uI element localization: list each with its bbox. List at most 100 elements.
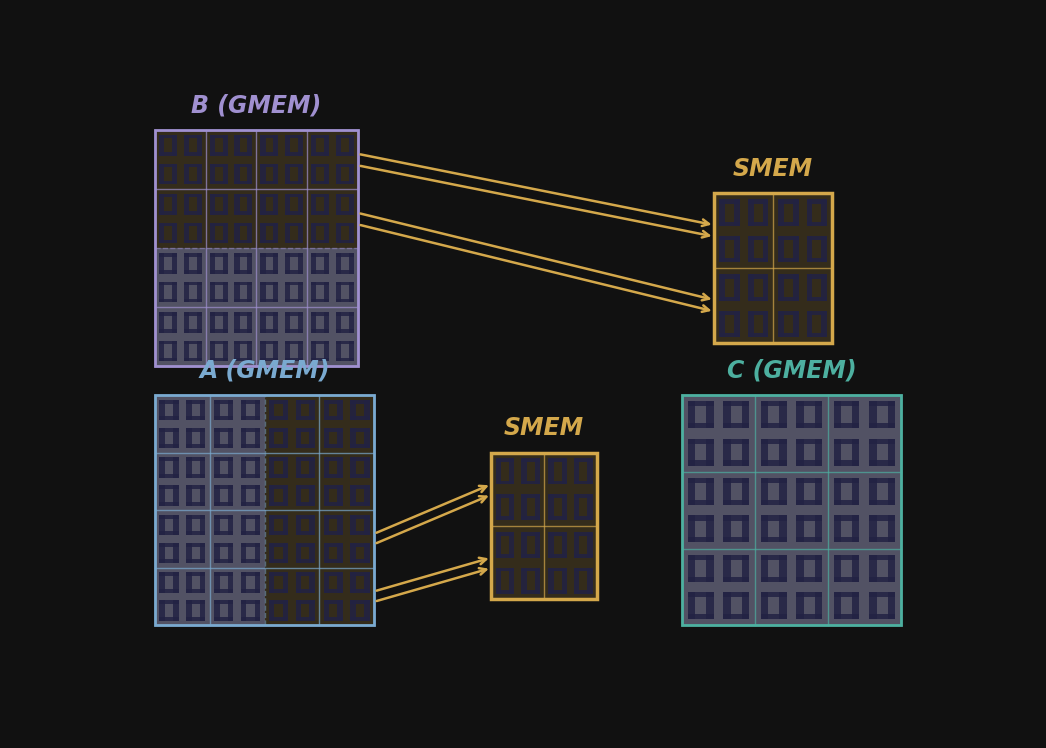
Bar xyxy=(350,473,369,477)
Bar xyxy=(254,399,260,420)
Bar xyxy=(574,459,593,462)
Bar xyxy=(174,543,179,563)
Bar xyxy=(214,485,220,506)
Bar xyxy=(159,543,165,563)
Bar xyxy=(159,428,179,432)
Bar xyxy=(806,200,827,203)
Bar xyxy=(796,614,822,619)
Bar xyxy=(350,560,369,563)
Bar xyxy=(748,200,769,203)
Bar xyxy=(521,568,540,571)
Bar xyxy=(348,312,354,333)
Bar xyxy=(159,515,179,518)
Bar xyxy=(186,399,191,420)
Bar xyxy=(796,423,822,429)
Bar xyxy=(336,282,354,285)
Bar xyxy=(296,485,315,489)
Bar xyxy=(348,135,354,156)
Bar xyxy=(562,459,567,485)
Bar xyxy=(760,438,768,466)
Bar xyxy=(234,194,240,215)
Bar xyxy=(535,568,540,594)
Bar xyxy=(286,181,303,185)
Bar xyxy=(706,555,713,582)
Bar xyxy=(544,526,597,599)
Bar xyxy=(834,438,841,466)
Bar xyxy=(336,164,354,168)
Bar xyxy=(834,555,841,582)
Bar xyxy=(742,555,749,582)
Bar xyxy=(688,577,713,582)
Bar xyxy=(311,194,329,197)
Bar xyxy=(323,572,329,592)
Bar xyxy=(247,340,252,361)
Bar xyxy=(323,601,329,621)
Bar xyxy=(282,572,289,592)
Bar xyxy=(350,589,369,592)
Bar xyxy=(186,543,205,547)
Bar xyxy=(241,617,260,621)
Bar xyxy=(298,223,303,243)
Bar xyxy=(269,428,274,448)
Bar xyxy=(286,312,290,333)
Bar xyxy=(773,269,832,343)
Bar xyxy=(269,543,289,547)
Bar xyxy=(260,253,278,257)
Bar xyxy=(282,428,289,448)
Bar xyxy=(234,211,252,215)
Bar xyxy=(548,494,553,520)
Bar xyxy=(748,333,769,337)
Bar xyxy=(548,459,567,462)
Bar xyxy=(214,572,220,592)
Bar xyxy=(210,312,214,333)
Bar xyxy=(834,478,860,483)
Bar xyxy=(269,601,274,621)
Bar xyxy=(338,543,343,563)
Bar xyxy=(852,438,860,466)
Bar xyxy=(323,572,343,576)
Bar xyxy=(336,211,354,215)
Bar xyxy=(760,592,768,619)
Bar xyxy=(574,494,579,520)
Bar xyxy=(234,194,252,197)
Bar xyxy=(184,194,189,215)
Bar xyxy=(806,310,813,337)
Bar xyxy=(793,310,799,337)
Bar xyxy=(260,299,278,302)
Bar xyxy=(311,253,316,274)
Bar xyxy=(779,478,787,505)
Bar xyxy=(734,310,740,337)
Bar xyxy=(241,515,247,535)
Bar xyxy=(364,572,369,592)
Bar xyxy=(260,312,278,316)
Bar xyxy=(521,568,527,594)
Bar xyxy=(184,282,189,302)
Bar xyxy=(796,438,822,444)
Bar xyxy=(688,438,696,466)
Bar xyxy=(815,438,822,466)
Bar xyxy=(206,248,256,307)
Bar xyxy=(760,500,787,505)
Bar xyxy=(269,428,289,432)
Bar xyxy=(760,401,787,406)
Bar xyxy=(172,223,177,243)
Bar xyxy=(273,223,278,243)
Bar xyxy=(159,270,177,274)
Bar xyxy=(286,299,303,302)
Bar xyxy=(159,399,165,420)
Bar xyxy=(241,399,247,420)
Bar xyxy=(350,515,369,518)
Bar xyxy=(350,399,356,420)
Bar xyxy=(172,340,177,361)
Bar xyxy=(336,135,354,138)
Bar xyxy=(319,568,374,625)
Bar xyxy=(210,340,214,361)
Bar xyxy=(548,459,553,485)
Bar xyxy=(310,428,315,448)
Bar xyxy=(323,485,329,506)
Bar xyxy=(241,502,260,506)
Bar xyxy=(247,312,252,333)
Bar xyxy=(260,240,278,243)
Bar xyxy=(509,494,515,520)
Bar xyxy=(364,399,369,420)
